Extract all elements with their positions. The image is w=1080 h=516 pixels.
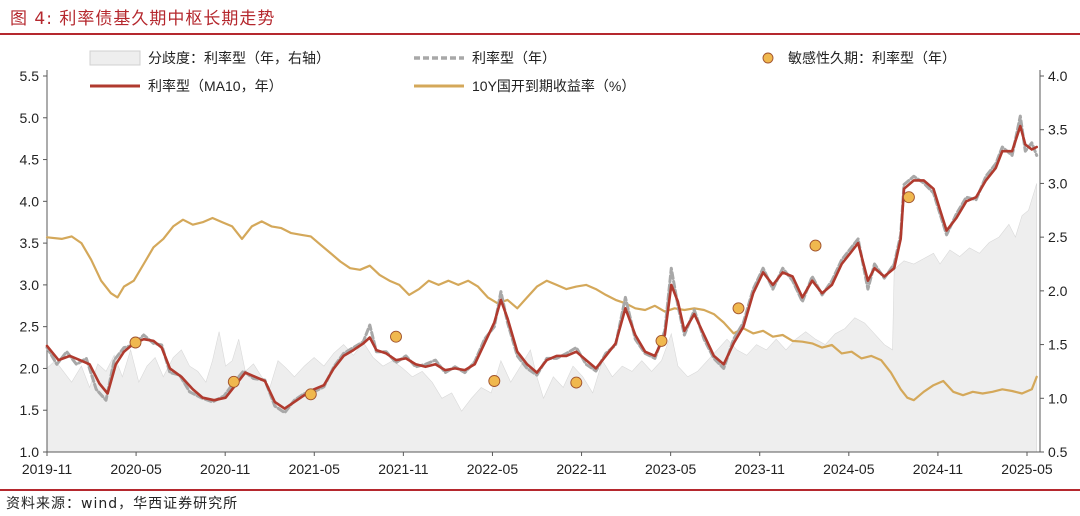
axes-layer: 1.0 1.5 2.0 2.5 3.0 3.5 4.0 4.5 5.0 5.5 0.5 1.0 1.5 2… bbox=[20, 68, 1068, 477]
sensitivity-point bbox=[129, 336, 142, 349]
left-tick-label: 4.5 bbox=[20, 152, 40, 168]
right-tick-label: 4.0 bbox=[1048, 68, 1068, 84]
x-tick-label: 2019-11 bbox=[22, 461, 73, 477]
source-note: 资料来源：wind，华西证券研究所 bbox=[6, 496, 239, 512]
legend-label: 敏感性久期：利率型（年） bbox=[788, 50, 956, 66]
left-tick-label: 2.5 bbox=[20, 319, 40, 335]
right-tick-label: 1.5 bbox=[1048, 337, 1068, 353]
legend-label: 利率型（MA10，年） bbox=[148, 78, 283, 94]
legend-item: 分歧度：利率型（年，右轴） bbox=[89, 50, 330, 66]
right-tick-label: 2.5 bbox=[1048, 229, 1068, 245]
x-tick-label: 2023-11 bbox=[735, 461, 786, 477]
legend-label: 分歧度：利率型（年，右轴） bbox=[148, 50, 330, 66]
sensitivity-point bbox=[902, 191, 915, 204]
chart-title: 图 4: 利率债基久期中枢长期走势 bbox=[10, 9, 276, 29]
left-tick-label: 1.5 bbox=[20, 402, 40, 418]
sensitivity-point bbox=[570, 376, 583, 389]
sensitivity-point bbox=[809, 239, 822, 252]
x-tick-label: 2024-05 bbox=[823, 461, 875, 477]
sensitivity-point bbox=[732, 302, 745, 315]
right-tick-label: 3.0 bbox=[1048, 175, 1068, 191]
legend: 分歧度：利率型（年，右轴） 利率型（年） 敏感性久期：利率型（年） 利率型（MA10，… bbox=[89, 50, 956, 94]
sensitivity-point bbox=[655, 334, 668, 347]
right-tick-label: 3.5 bbox=[1048, 122, 1068, 138]
legend-swatch-dot bbox=[762, 52, 774, 64]
legend-item: 10Y国开到期收益率（%） bbox=[414, 78, 635, 94]
left-tick-label: 2.0 bbox=[20, 360, 40, 376]
right-tick-label: 0.5 bbox=[1048, 444, 1068, 460]
right-tick-label: 1.0 bbox=[1048, 390, 1068, 406]
x-tick-label: 2022-05 bbox=[467, 461, 519, 477]
x-tick-label: 2023-05 bbox=[645, 461, 697, 477]
x-tick-label: 2024-11 bbox=[913, 461, 964, 477]
left-tick-label: 3.5 bbox=[20, 235, 40, 251]
yield-line bbox=[45, 216, 1038, 402]
right-tick-label: 2.0 bbox=[1048, 283, 1068, 299]
legend-item: 利率型（年） bbox=[414, 50, 556, 66]
left-tick-label: 3.0 bbox=[20, 277, 40, 293]
sensitivity-point bbox=[488, 375, 501, 387]
x-tick-label: 2022-11 bbox=[556, 461, 607, 477]
legend-label: 利率型（年） bbox=[472, 50, 556, 66]
scatter-layer bbox=[129, 191, 915, 401]
x-tick-label: 2021-11 bbox=[378, 461, 429, 477]
left-tick-label: 5.0 bbox=[20, 110, 40, 126]
legend-item: 敏感性久期：利率型（年） bbox=[762, 50, 956, 66]
legend-swatch-area bbox=[89, 50, 141, 66]
ma10-duration-line bbox=[45, 124, 1038, 410]
legend-label: 10Y国开到期收益率（%） bbox=[472, 78, 635, 94]
lines-layer bbox=[45, 114, 1039, 415]
x-tick-label: 2025-05 bbox=[1001, 461, 1053, 477]
left-tick-label: 4.0 bbox=[20, 193, 40, 209]
x-tick-label: 2020-05 bbox=[110, 461, 162, 477]
left-tick-label: 1.0 bbox=[20, 444, 40, 460]
footer-rule bbox=[0, 489, 1080, 491]
sensitivity-point bbox=[390, 330, 402, 343]
x-tick-label: 2021-05 bbox=[289, 461, 341, 477]
x-tick-label: 2020-11 bbox=[200, 461, 251, 477]
title-rule bbox=[0, 33, 1080, 35]
left-tick-label: 5.5 bbox=[20, 68, 40, 84]
sensitivity-point bbox=[304, 388, 317, 401]
legend-item: 利率型（MA10，年） bbox=[90, 78, 283, 94]
sensitivity-point bbox=[227, 375, 240, 388]
